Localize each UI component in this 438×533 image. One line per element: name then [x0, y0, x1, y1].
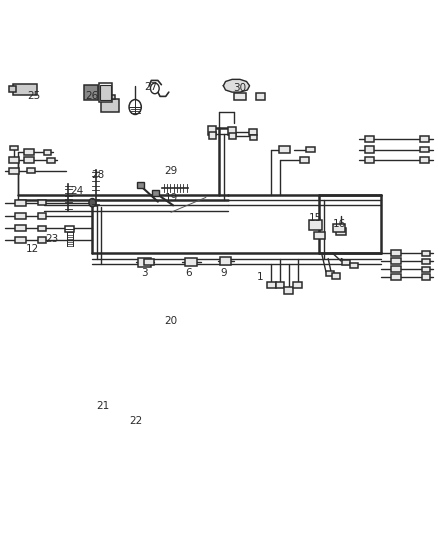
Bar	[38, 225, 46, 231]
Bar	[279, 146, 290, 153]
Text: 24: 24	[71, 186, 84, 196]
Bar	[423, 251, 430, 256]
Bar	[333, 224, 345, 232]
Text: 15: 15	[308, 213, 321, 223]
Bar	[365, 157, 374, 164]
Bar	[220, 257, 231, 265]
Circle shape	[129, 100, 141, 115]
Text: 12: 12	[25, 245, 39, 254]
Text: 6: 6	[185, 268, 192, 278]
Bar	[15, 199, 25, 206]
Bar	[138, 258, 151, 266]
Bar	[38, 213, 46, 219]
Bar	[15, 225, 25, 231]
Bar	[208, 132, 215, 140]
Bar	[420, 147, 428, 152]
Bar	[65, 225, 74, 232]
Bar	[38, 237, 46, 243]
Bar	[391, 274, 401, 280]
Bar	[391, 250, 401, 256]
Bar	[420, 136, 428, 142]
Bar	[326, 271, 334, 276]
Bar	[10, 146, 18, 150]
Bar	[342, 260, 350, 265]
Bar	[285, 287, 293, 294]
Bar	[152, 190, 159, 196]
Bar	[365, 136, 374, 142]
Bar	[332, 273, 340, 279]
Text: 3: 3	[141, 268, 148, 278]
Bar	[267, 282, 276, 288]
Bar	[184, 259, 197, 266]
Text: 21: 21	[97, 401, 110, 411]
Bar	[208, 126, 216, 135]
Bar	[249, 129, 257, 135]
Bar	[84, 85, 98, 100]
Bar	[9, 168, 18, 174]
Bar	[250, 135, 257, 140]
Circle shape	[150, 83, 159, 94]
Text: 22: 22	[129, 416, 143, 426]
Text: 1: 1	[257, 272, 264, 282]
Bar	[308, 220, 321, 230]
Circle shape	[89, 198, 96, 207]
Bar	[100, 85, 111, 100]
Bar	[47, 158, 55, 163]
Bar	[13, 84, 37, 95]
Bar	[423, 266, 430, 272]
Bar	[314, 232, 325, 239]
Bar	[15, 237, 25, 243]
Bar	[10, 86, 16, 92]
Bar	[38, 200, 46, 205]
Bar	[276, 282, 285, 288]
Bar	[391, 258, 401, 264]
Bar	[228, 127, 237, 135]
Bar	[15, 213, 25, 219]
Bar	[300, 157, 308, 163]
Bar	[423, 274, 430, 280]
Bar	[365, 147, 374, 153]
Bar	[293, 282, 302, 288]
Bar	[234, 93, 246, 100]
Bar	[9, 157, 18, 163]
Bar	[24, 157, 34, 164]
Bar	[229, 133, 236, 139]
Text: 26: 26	[85, 91, 98, 101]
Bar	[24, 149, 34, 156]
Bar	[350, 263, 358, 268]
Bar	[391, 266, 401, 272]
Bar	[336, 229, 346, 236]
Text: 23: 23	[46, 234, 59, 244]
Bar	[44, 150, 51, 155]
Text: 19: 19	[164, 193, 177, 204]
Bar	[137, 182, 144, 188]
Text: 20: 20	[164, 316, 177, 326]
Text: 25: 25	[27, 91, 40, 101]
Bar	[423, 259, 430, 264]
Text: 27: 27	[145, 82, 158, 92]
Text: 16: 16	[332, 219, 346, 229]
Bar	[306, 147, 315, 152]
Bar	[145, 259, 154, 265]
Text: 30: 30	[233, 83, 247, 93]
Bar	[105, 95, 115, 99]
Text: 28: 28	[91, 170, 104, 180]
Text: 9: 9	[220, 268, 227, 278]
Text: 29: 29	[164, 166, 177, 176]
Polygon shape	[223, 79, 250, 92]
Bar	[27, 168, 35, 173]
Bar	[256, 93, 265, 100]
Bar	[99, 83, 112, 102]
Bar	[420, 157, 428, 163]
Bar	[101, 99, 119, 112]
